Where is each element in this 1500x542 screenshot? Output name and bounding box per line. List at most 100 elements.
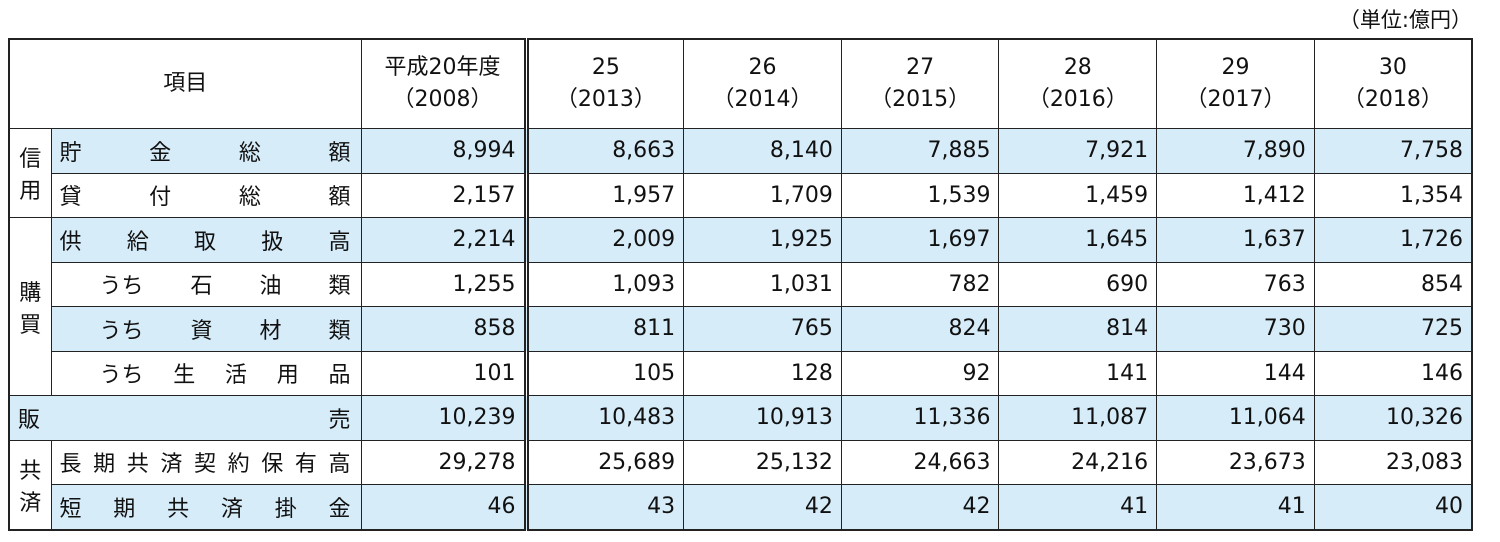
char: 用 <box>276 363 299 389</box>
row-label: 販売 <box>10 402 361 434</box>
row-label-cell: 貯金総額 <box>50 128 362 174</box>
value-cell: 92 <box>840 350 1000 396</box>
char: 共 <box>126 452 149 478</box>
value-cell: 1,412 <box>1156 172 1315 218</box>
value-cell: 42 <box>683 484 842 530</box>
char: 貸 <box>59 185 82 211</box>
row-label-cell: 供給取扱高 <box>50 217 362 263</box>
table-row: うち 資 材 類 858 811 765 824 814 730 725 <box>9 306 1473 352</box>
row-label: 長期共済契約保有高 <box>52 446 361 478</box>
value-cell: 11,336 <box>840 395 1000 441</box>
char: 生 <box>173 363 196 389</box>
value-cell: 43 <box>525 484 685 530</box>
value-cell: 1,709 <box>683 172 842 218</box>
header-cell: 27 （2015） <box>840 38 1000 129</box>
header-cell: 29 （2017） <box>1156 38 1315 129</box>
char: 販 <box>18 407 41 433</box>
char: 取 <box>194 229 217 255</box>
value-cell: 2,009 <box>525 217 685 263</box>
value-cell: 725 <box>1313 306 1473 352</box>
row-label: 短期共済掛金 <box>52 491 361 523</box>
char: うち <box>99 363 144 389</box>
value-cell: 101 <box>360 350 529 396</box>
value-cell: 730 <box>1156 306 1315 352</box>
header-cell: 28 （2016） <box>998 38 1158 129</box>
char: 高 <box>328 229 351 255</box>
group-cell: 信用 <box>8 128 52 218</box>
table-row: うち 生 活 用 品 101 105 128 92 141 144 146 <box>9 350 1473 396</box>
header-cell: 25 （2013） <box>525 38 685 129</box>
value-cell: 40 <box>1313 484 1473 530</box>
group-label: 共済 <box>10 453 51 517</box>
header-year: （2018） <box>1342 87 1443 112</box>
value-cell: 144 <box>1156 350 1315 396</box>
value-cell: 25,132 <box>683 439 842 485</box>
value-cell: 146 <box>1313 350 1473 396</box>
value-cell: 11,087 <box>998 395 1158 441</box>
char: 活 <box>225 363 248 389</box>
char: 類 <box>328 318 351 344</box>
value-cell: 8,140 <box>683 128 842 174</box>
row-label-cell: 長期共済契約保有高 <box>50 439 362 485</box>
value-cell: 763 <box>1156 261 1315 307</box>
value-cell: 765 <box>683 306 842 352</box>
char: 約 <box>227 452 250 478</box>
value-cell: 1,354 <box>1313 172 1473 218</box>
value-cell: 128 <box>683 350 842 396</box>
row-label-cell: 販売 <box>8 395 362 441</box>
char: 共 <box>19 458 42 484</box>
value-cell: 1,459 <box>998 172 1158 218</box>
row-label-cell: うち 生 活 用 品 <box>50 350 362 396</box>
value-cell: 782 <box>840 261 1000 307</box>
row-label: うち 生 活 用 品 <box>52 357 361 389</box>
header-year: （2016） <box>1027 87 1128 112</box>
char: 有 <box>294 452 317 478</box>
header-era: 27 <box>906 55 935 80</box>
table-row: 販売 10,239 10,483 10,913 11,336 11,087 11,064 10… <box>8 395 1473 441</box>
value-cell: 2,157 <box>360 172 529 218</box>
header-era: 25 <box>591 55 620 80</box>
char: 油 <box>259 274 282 300</box>
value-cell: 1,925 <box>683 217 842 263</box>
char: 共 <box>167 496 190 522</box>
char: うち <box>99 318 144 344</box>
header-item: 項目 <box>8 38 362 129</box>
row-label: うち 資 材 類 <box>52 313 361 345</box>
value-cell: 10,326 <box>1313 395 1473 441</box>
row-label: 貸付総額 <box>52 179 361 211</box>
header-year: （2015） <box>870 87 971 112</box>
header-cell: 30 （2018） <box>1313 38 1473 129</box>
value-cell: 41 <box>998 484 1158 530</box>
value-cell: 7,890 <box>1156 128 1315 174</box>
char: 契 <box>194 452 217 478</box>
char: 給 <box>126 229 149 255</box>
value-cell: 11,064 <box>1156 395 1315 441</box>
unit-note: （単位:億円） <box>1338 8 1472 32</box>
row-label-cell: 短期共済掛金 <box>50 484 362 530</box>
char: 信 <box>19 147 42 172</box>
group-cell: 共済 <box>8 439 52 530</box>
char: 付 <box>149 185 172 211</box>
header-year: （2017） <box>1185 87 1286 112</box>
row-label: 貯金総額 <box>52 135 361 167</box>
char: 短 <box>59 496 82 522</box>
char: 石 <box>190 274 213 300</box>
value-cell: 41 <box>1156 484 1315 530</box>
char: 総 <box>238 185 261 211</box>
group-label: 信用 <box>10 141 51 205</box>
char: 保 <box>261 452 284 478</box>
table-row: 短期共済掛金 46 43 42 42 41 41 40 <box>9 484 1473 530</box>
value-cell: 10,239 <box>360 395 529 441</box>
value-cell: 824 <box>840 306 1000 352</box>
char: 資 <box>190 318 213 344</box>
row-label-cell: 貸付総額 <box>50 172 362 218</box>
char: 材 <box>259 318 282 344</box>
row-label: うち 石 油 類 <box>52 268 361 300</box>
value-cell: 8,994 <box>360 128 529 174</box>
char: 額 <box>328 140 351 166</box>
header-cell: 26 （2014） <box>683 38 842 129</box>
group-label: 購買 <box>10 275 51 339</box>
value-cell: 1,255 <box>360 261 529 307</box>
char: 購 <box>19 280 42 306</box>
